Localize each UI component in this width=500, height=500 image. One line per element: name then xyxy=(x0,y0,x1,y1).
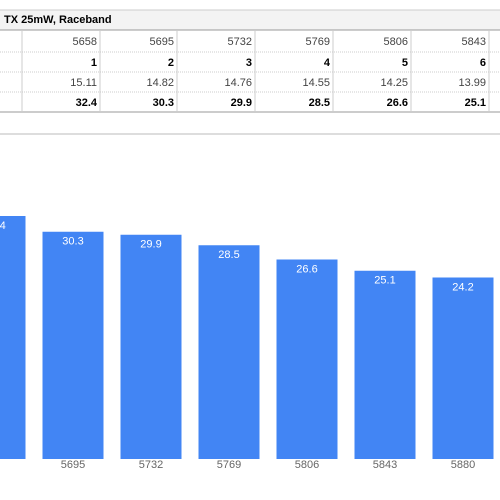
chart: 832.4569530.3573229.9576928.5580626.6584… xyxy=(0,216,494,471)
x-tick-label: 5880 xyxy=(451,459,475,471)
table: 5658 5695 5732 5769 5806 5843 1 2 3 4 5 6 15.11 14.82… xyxy=(0,9,500,113)
cell: 15.11 xyxy=(70,77,97,89)
cell: 5769 xyxy=(306,36,330,48)
cell: 4 xyxy=(324,57,331,69)
cell: 5 xyxy=(402,57,408,69)
x-tick-label: 5769 xyxy=(217,459,241,471)
bar xyxy=(198,245,260,459)
value-label: 32.4 xyxy=(0,220,6,232)
cell: 3 xyxy=(246,57,252,69)
value-label: 29.9 xyxy=(140,239,161,251)
bar xyxy=(276,259,338,459)
cell: 14.25 xyxy=(380,77,408,89)
cell: 30.3 xyxy=(153,97,174,109)
cell: 1 xyxy=(91,57,97,69)
cell: 2 xyxy=(168,57,174,69)
cell: 5658 xyxy=(73,36,97,48)
cell: 28.5 xyxy=(309,97,330,109)
cell: 14.55 xyxy=(302,77,330,89)
cell: 25.1 xyxy=(465,97,486,109)
title-row xyxy=(0,10,500,30)
cell: 32.4 xyxy=(76,97,98,109)
cell: 29.9 xyxy=(231,97,252,109)
bar xyxy=(432,277,494,459)
value-label: 25.1 xyxy=(374,275,395,287)
value-label: 30.3 xyxy=(62,236,83,248)
bar xyxy=(120,234,182,459)
value-label: 24.2 xyxy=(452,281,473,293)
cell: 5695 xyxy=(150,36,174,48)
cell: 26.6 xyxy=(387,97,408,109)
cell: 5732 xyxy=(228,36,252,48)
x-tick-label: 5695 xyxy=(61,459,85,471)
x-tick-label: 5732 xyxy=(139,459,163,471)
cell: 14.82 xyxy=(146,77,174,89)
cell: 5843 xyxy=(462,36,486,48)
cell: 5806 xyxy=(384,36,408,48)
value-label: 28.5 xyxy=(218,249,239,261)
table-title: TX 25mW, Raceband xyxy=(4,14,112,26)
cell: 6 xyxy=(480,57,486,69)
cell: 13.99 xyxy=(458,77,486,89)
value-label: 26.6 xyxy=(296,263,317,275)
x-tick-label: 5806 xyxy=(295,459,319,471)
bar xyxy=(354,270,416,459)
cell: 14.76 xyxy=(224,77,252,89)
bar xyxy=(42,231,104,459)
bar xyxy=(0,216,26,459)
x-tick-label: 5843 xyxy=(373,459,397,471)
